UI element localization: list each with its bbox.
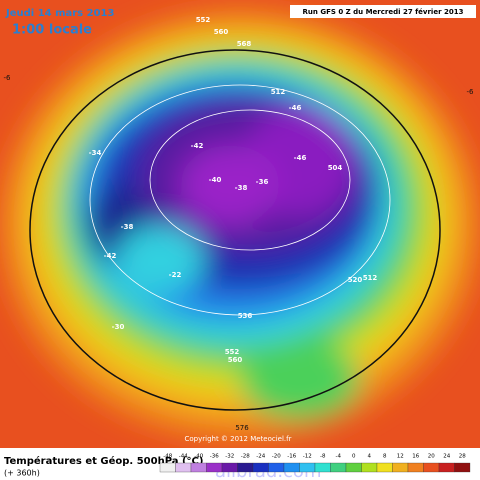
contour-label: -6 xyxy=(4,74,12,82)
lead-time: (+ 360h) xyxy=(4,469,40,478)
scale-swatch xyxy=(237,462,254,473)
contour-label: 504 xyxy=(328,164,343,172)
scale-label: 20 xyxy=(428,454,435,460)
scale-swatch xyxy=(376,462,393,473)
scale-label: -36 xyxy=(210,454,219,460)
scale-swatch xyxy=(314,462,331,473)
contour-label: -40 xyxy=(209,176,222,184)
scale-label: 16 xyxy=(412,454,419,460)
scale-label: -20 xyxy=(272,454,281,460)
contour-label: 512 xyxy=(271,88,286,96)
scale-swatch xyxy=(252,462,269,473)
scale-swatch xyxy=(423,462,440,473)
scale-label: -4 xyxy=(336,454,342,460)
scale-swatch xyxy=(345,462,362,473)
scale-label: 24 xyxy=(443,454,450,460)
contour-label: 560 xyxy=(228,356,243,364)
scale-label: -44 xyxy=(179,454,188,460)
scale-swatch xyxy=(283,462,300,473)
scale-swatch xyxy=(454,462,471,473)
scale-label: -24 xyxy=(256,454,265,460)
run-info: Run GFS 0 Z du Mercredi 27 février 2013 xyxy=(303,8,464,16)
contour-label: -42 xyxy=(191,142,204,150)
contour-label: -34 xyxy=(89,149,102,157)
contour-label: 568 xyxy=(237,40,252,48)
scale-swatch xyxy=(268,462,285,473)
contour-label: 520 xyxy=(348,276,363,284)
scale-swatch xyxy=(175,462,192,473)
scale-swatch xyxy=(407,462,424,473)
scale-label: 8 xyxy=(383,454,387,460)
scale-swatch xyxy=(299,462,316,473)
run-box xyxy=(290,5,476,18)
scale-swatch xyxy=(330,462,347,473)
scale-swatch xyxy=(221,462,238,473)
scale-label: -12 xyxy=(303,454,312,460)
contour-label: 576 xyxy=(235,424,249,432)
scale-label: 0 xyxy=(352,454,356,460)
contour-label: -30 xyxy=(112,323,125,331)
date: Jeudi 14 mars 2013 xyxy=(5,8,114,19)
contour-label: 536 xyxy=(238,312,253,320)
contour-label: -36 xyxy=(256,178,269,186)
scale-swatch xyxy=(438,462,455,473)
footer-title: Températures et Géop. 500hPa (°C) xyxy=(4,455,203,467)
scale-label: -16 xyxy=(287,454,296,460)
scale-label: -28 xyxy=(241,454,250,460)
scale-swatch xyxy=(206,462,223,473)
contour-label: 552 xyxy=(196,16,211,24)
local-time: 1:00 locale xyxy=(12,23,92,38)
contour-label: -46 xyxy=(294,154,307,162)
scale-swatch xyxy=(190,462,207,473)
contour-label: -6 xyxy=(467,88,475,96)
scale-label: 4 xyxy=(368,454,372,460)
contour-label: -38 xyxy=(235,184,248,192)
scale-label: -8 xyxy=(320,454,326,460)
contour-label: 560 xyxy=(214,28,229,36)
contour-label: -22 xyxy=(169,271,182,279)
contour-label: 512 xyxy=(363,274,378,282)
temperature-field xyxy=(0,10,480,440)
scale-swatch xyxy=(361,462,378,473)
contour-label: 552 xyxy=(225,348,240,356)
contour-label: -42 xyxy=(104,252,117,260)
isoline xyxy=(149,109,351,251)
scale-swatch xyxy=(392,462,409,473)
contour-label: -46 xyxy=(289,104,302,112)
scale-label: -32 xyxy=(225,454,234,460)
scale-swatch xyxy=(159,462,176,473)
isoline xyxy=(89,84,391,316)
scale-label: -48 xyxy=(163,454,172,460)
isoline xyxy=(29,49,441,411)
scale-label: 28 xyxy=(459,454,466,460)
copyright: Copyright © 2012 Meteociel.fr xyxy=(185,435,292,443)
scale-label: -40 xyxy=(194,454,203,460)
scale-label: 12 xyxy=(397,454,404,460)
contour-label: -38 xyxy=(121,223,134,231)
